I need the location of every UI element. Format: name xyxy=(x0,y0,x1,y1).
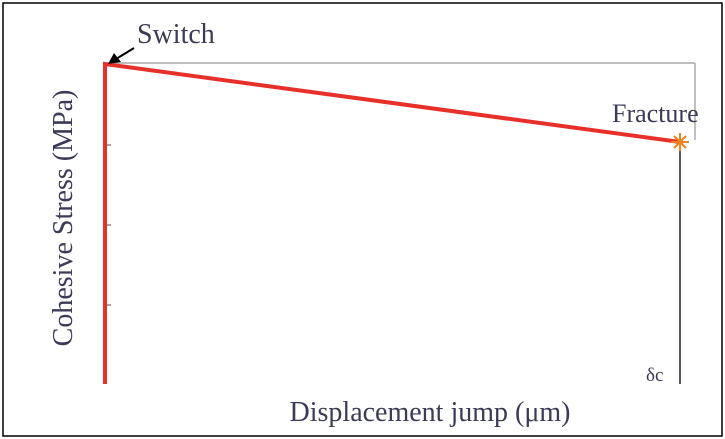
critical-jump-label: δc xyxy=(646,365,663,386)
y-axis-label: Cohesive Stress (MPa) xyxy=(48,90,79,347)
switch-arrow xyxy=(115,47,135,60)
plot-area xyxy=(103,47,696,384)
fracture-marker xyxy=(671,133,689,151)
cohesive-law xyxy=(103,61,681,384)
fracture-label: Fracture xyxy=(612,99,699,128)
x-axis-label: Displacement jump (μm) xyxy=(290,397,571,428)
switch-label: Switch xyxy=(137,19,215,50)
switch-arrowhead xyxy=(108,53,121,64)
